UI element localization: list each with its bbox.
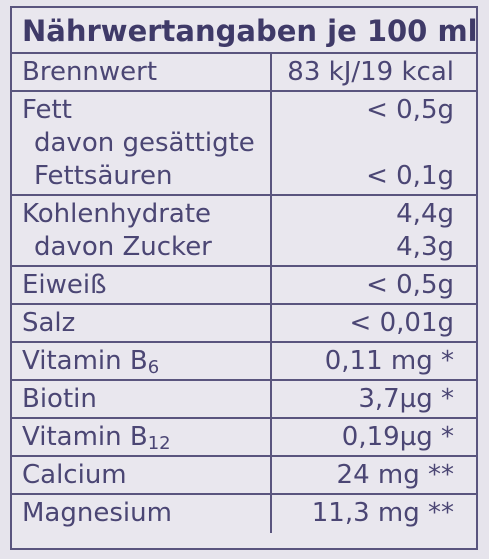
- nutrient-value: 4,3g: [396, 231, 454, 262]
- nutrient-label: Biotin: [22, 383, 97, 416]
- nutrient-value: 83 kJ/19 kcal: [287, 56, 454, 87]
- column-divider: [270, 381, 272, 417]
- table-row: Biotin 3,7µg *: [12, 381, 476, 419]
- nutrient-label: Eiweiß: [22, 269, 107, 302]
- column-divider: [270, 305, 272, 341]
- label-text: Vitamin B: [22, 345, 148, 376]
- nutrient-label: Fettsäuren: [34, 160, 172, 193]
- label-text: Fettsäuren: [34, 160, 173, 191]
- label-text: Eiweiß: [22, 269, 107, 300]
- table-row: Salz < 0,01g: [12, 305, 476, 343]
- nutrient-label: davon Zucker: [34, 231, 212, 264]
- table-row: Vitamin B12 0,19µg *: [12, 419, 476, 457]
- column-divider: [270, 92, 272, 194]
- label-text: Brennwert: [22, 56, 158, 87]
- column-divider: [270, 267, 272, 303]
- column-divider: [270, 419, 272, 455]
- label-subscript: 12: [147, 432, 171, 454]
- label-text: Vitamin B: [22, 421, 148, 452]
- table-row: Kohlenhydrate 4,4g davon Zucker 4,3g: [12, 196, 476, 267]
- nutrient-label: Vitamin B6: [22, 345, 159, 378]
- nutrient-label: Kohlenhydrate: [22, 198, 211, 231]
- column-divider: [270, 54, 272, 90]
- nutrient-value: 24 mg **: [336, 459, 454, 490]
- column-divider: [270, 495, 272, 533]
- nutrient-value: 3,7µg *: [358, 383, 454, 414]
- nutrient-label: davon gesättigte: [34, 127, 255, 160]
- label-text: Kohlenhydrate: [22, 198, 212, 229]
- table-row: Fett < 0,5g davon gesättigte Fettsäuren < 0,…: [12, 92, 476, 196]
- nutrient-value: 0,11 mg *: [324, 345, 454, 376]
- label-text: Biotin: [22, 383, 97, 414]
- nutrient-label: Calcium: [22, 459, 127, 492]
- label-text: davon Zucker: [34, 231, 212, 262]
- nutrient-value: < 0,5g: [366, 269, 454, 300]
- nutrient-label: Fett: [22, 94, 72, 127]
- column-divider: [270, 196, 272, 265]
- label-text: Salz: [22, 307, 76, 338]
- table-row: Magnesium 11,3 mg **: [12, 495, 476, 533]
- column-divider: [270, 457, 272, 493]
- nutrient-value: 0,19µg *: [341, 421, 454, 452]
- table-row: Calcium 24 mg **: [12, 457, 476, 495]
- label-subscript: 6: [147, 356, 160, 378]
- nutrient-value: 11,3 mg **: [311, 497, 454, 528]
- table-row: Eiweiß < 0,5g: [12, 267, 476, 305]
- table-row: Vitamin B6 0,11 mg *: [12, 343, 476, 381]
- label-text: Fett: [22, 94, 72, 125]
- nutrient-value: 4,4g: [396, 198, 454, 229]
- nutrient-label: Vitamin B12: [22, 421, 171, 454]
- nutrient-value: < 0,1g: [366, 160, 454, 191]
- column-divider: [270, 343, 272, 379]
- nutrient-label: Salz: [22, 307, 75, 340]
- nutrient-label: Brennwert: [22, 56, 157, 89]
- nutrition-label: Nährwertangaben je 100 ml Brennwert 83 kJ…: [10, 6, 478, 550]
- nutrient-value: < 0,5g: [366, 94, 454, 125]
- label-text: Magnesium: [22, 497, 172, 528]
- label-text: davon gesättigte: [34, 127, 255, 158]
- nutrient-label: Magnesium: [22, 497, 172, 530]
- label-text: Calcium: [22, 459, 127, 490]
- table-row: Brennwert 83 kJ/19 kcal: [12, 54, 476, 92]
- title: Nährwertangaben je 100 ml: [12, 8, 478, 54]
- nutrient-value: < 0,01g: [349, 307, 454, 338]
